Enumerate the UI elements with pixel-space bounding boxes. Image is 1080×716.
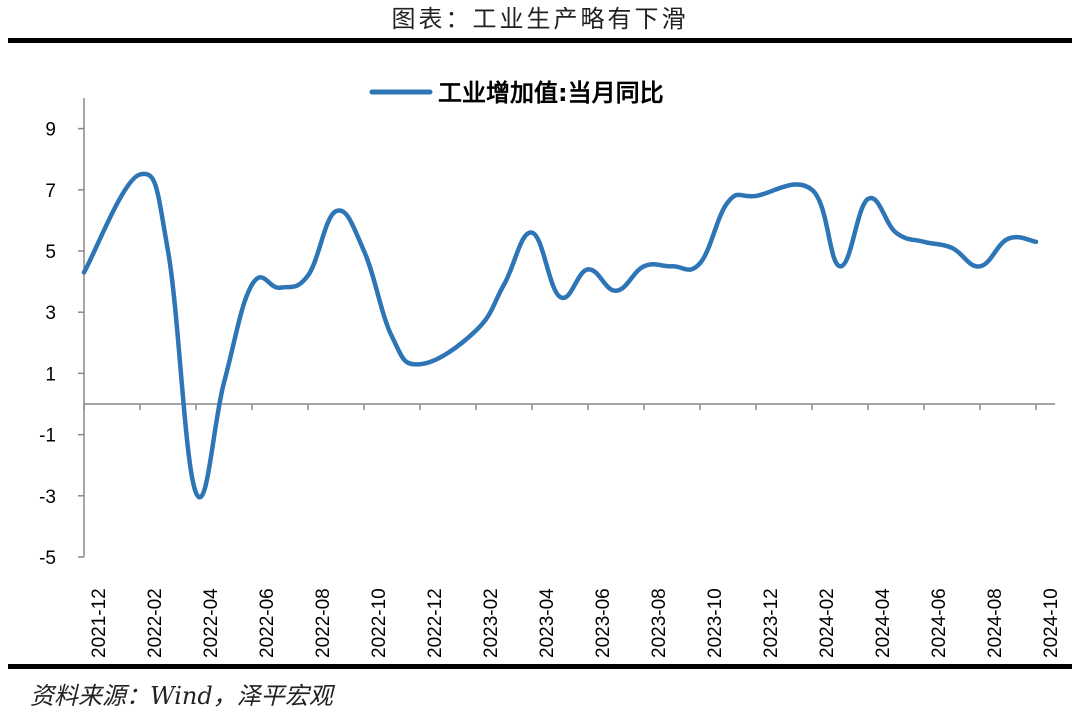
y-tick-label: 9 <box>45 120 56 141</box>
top-rule <box>8 38 1072 43</box>
series-line-industrial-value-added <box>81 171 1039 500</box>
x-tick-label: 2022-02 <box>145 588 166 658</box>
y-tick-label: 3 <box>45 303 56 324</box>
x-axis-ticks: 2021-12 2022-02 2022-04 2022-06 2022-08 2022-… <box>83 404 1062 658</box>
chart-axes <box>83 98 1055 557</box>
y-axis-ticks: 9 7 5 3 1 -1 -3 -5 <box>39 120 84 569</box>
y-tick-label: -5 <box>39 548 56 569</box>
chart-header-title: 图表：工业生产略有下滑 <box>391 5 689 33</box>
x-tick-label: 2022-08 <box>313 588 334 658</box>
source-note: 资料来源：Wind，泽平宏观 <box>30 682 333 710</box>
x-tick-label: 2022-06 <box>257 588 278 658</box>
chart-legend: 工业增加值:当月同比 <box>369 79 664 107</box>
chart-series <box>81 171 1039 500</box>
y-tick-label: 7 <box>45 181 56 202</box>
x-tick-label: 2023-04 <box>537 588 558 658</box>
x-tick-label: 2023-10 <box>705 588 726 658</box>
y-tick-label: 1 <box>45 364 56 385</box>
y-tick-label: 5 <box>45 242 56 263</box>
x-tick-label: 2023-08 <box>649 588 670 658</box>
y-tick-label: -1 <box>39 426 56 447</box>
x-tick-label: 2022-04 <box>201 588 222 658</box>
x-tick-label: 2024-08 <box>985 588 1006 658</box>
x-tick-label: 2022-12 <box>425 588 446 658</box>
bottom-rule <box>8 664 1072 669</box>
x-tick-label: 2024-06 <box>929 588 950 658</box>
line-chart: 9 7 5 3 1 -1 -3 -5 2021-12 2022-02 2022-04 2022-06… <box>39 79 1062 658</box>
x-tick-label: 2023-06 <box>593 588 614 658</box>
x-tick-label: 2023-12 <box>761 588 782 658</box>
y-tick-label: -3 <box>39 487 56 508</box>
x-tick-label: 2022-10 <box>369 588 390 658</box>
legend-label: 工业增加值:当月同比 <box>438 79 664 107</box>
x-tick-label: 2024-10 <box>1041 588 1062 658</box>
x-tick-label: 2024-04 <box>873 588 894 658</box>
x-tick-label: 2021-12 <box>89 588 110 658</box>
x-tick-label: 2024-02 <box>817 588 838 658</box>
x-tick-label: 2023-02 <box>481 588 502 658</box>
